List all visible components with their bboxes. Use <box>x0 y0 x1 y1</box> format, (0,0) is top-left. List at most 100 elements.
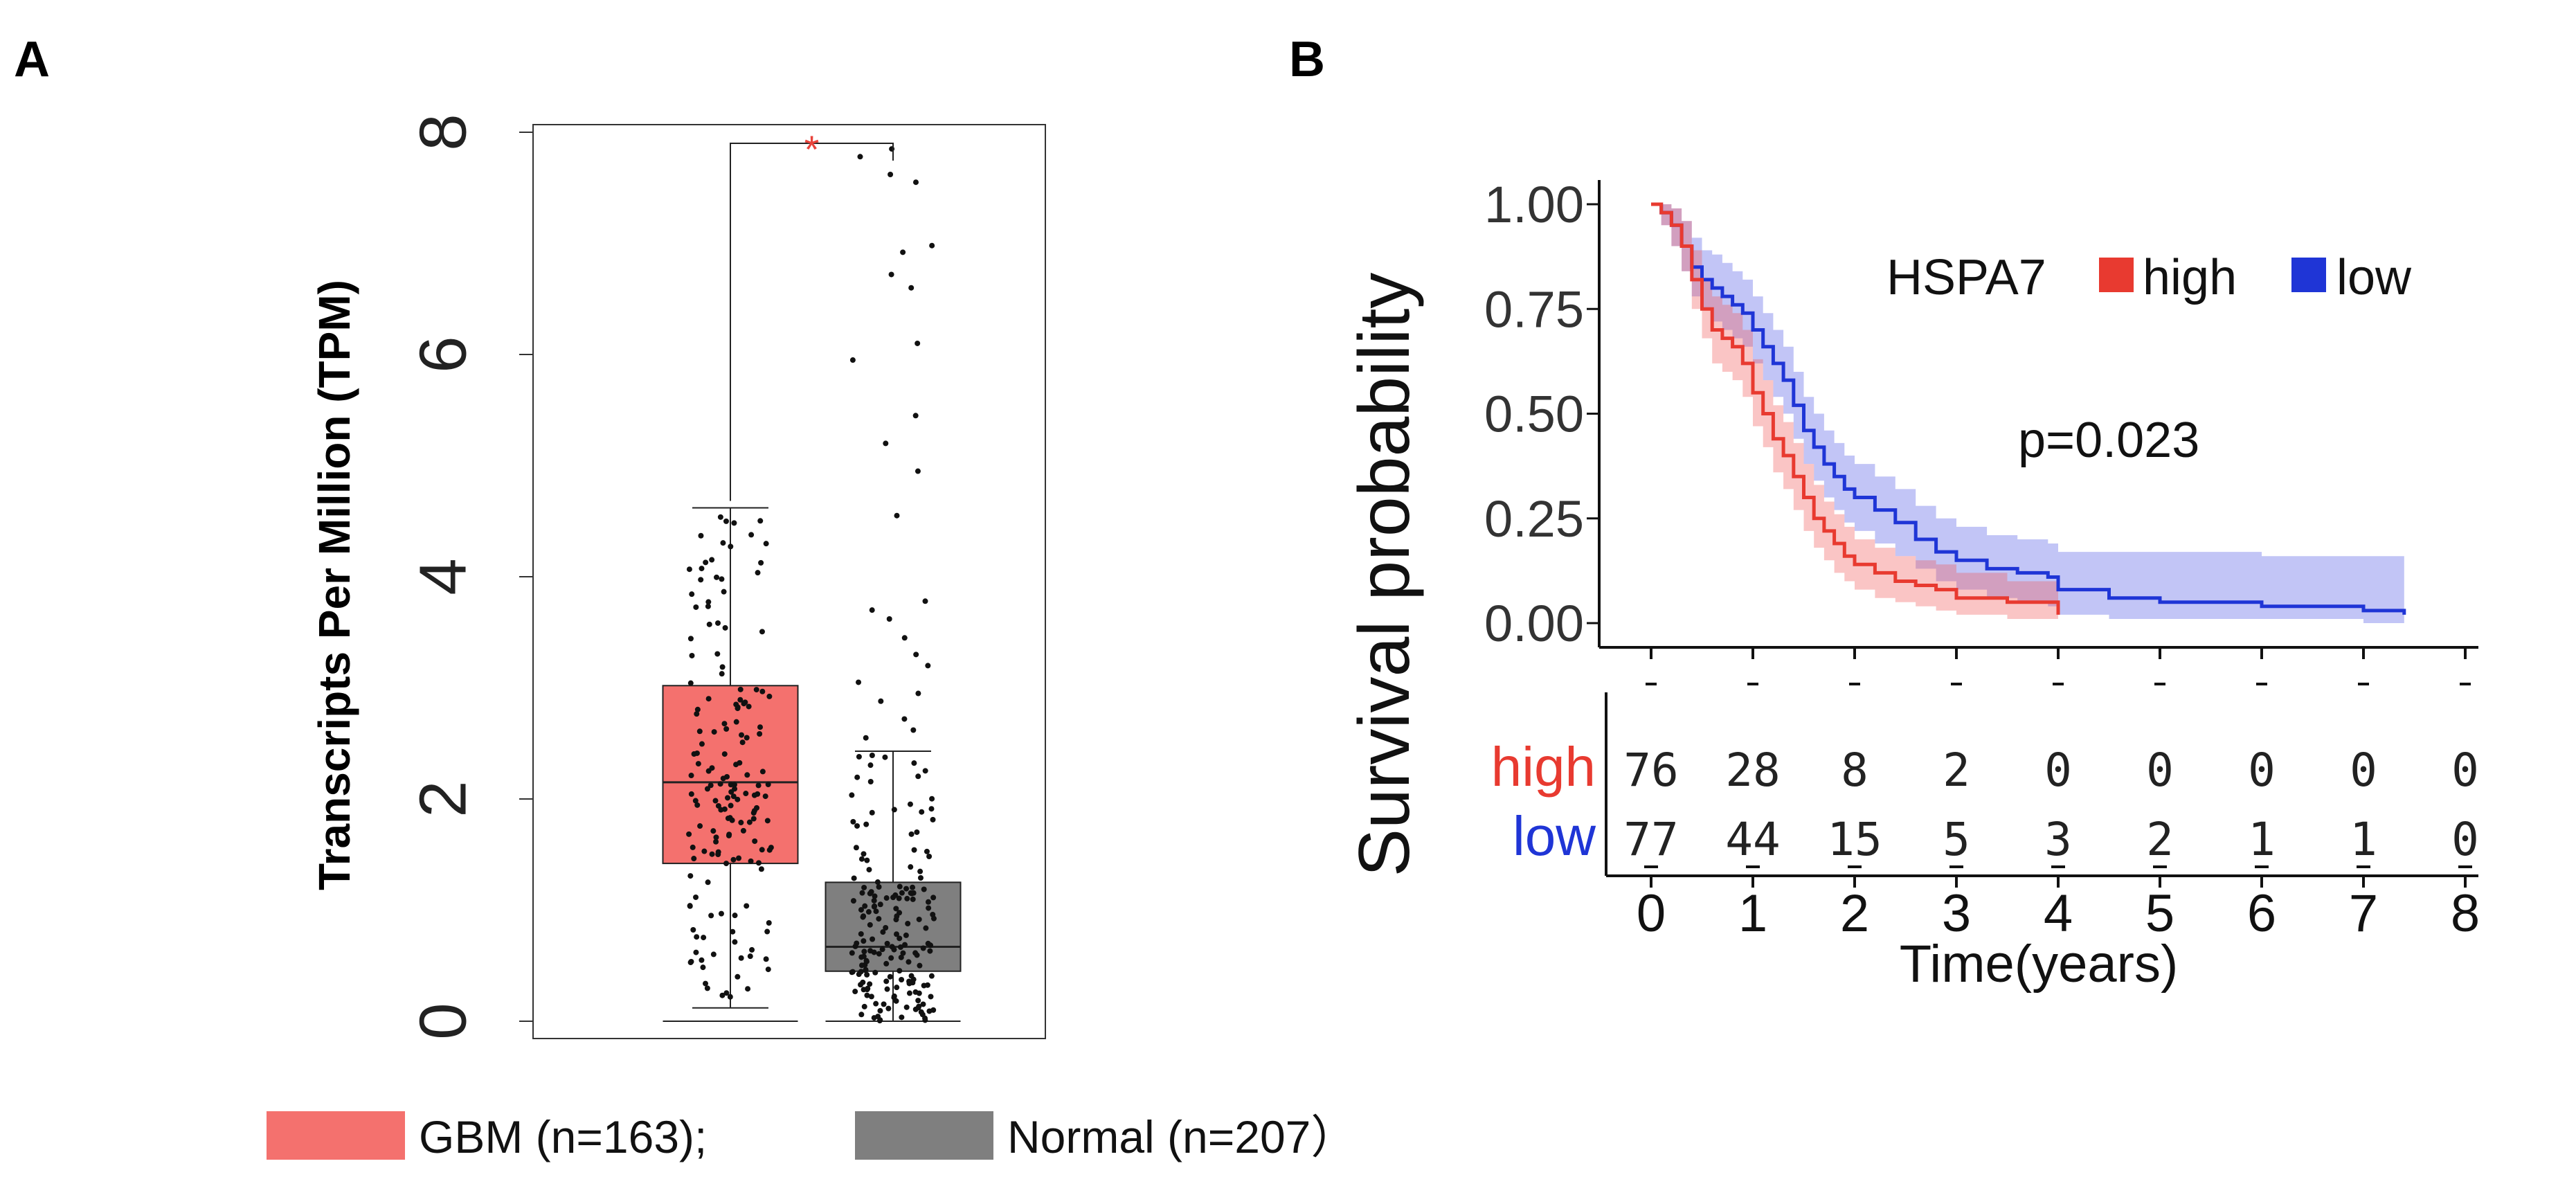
km-legend-swatch-high <box>2099 258 2134 292</box>
data-point-normal <box>873 1000 879 1007</box>
km-legend-title: HSPA7 <box>1886 250 2046 305</box>
legend-swatch-gbm <box>267 1111 405 1160</box>
data-point-normal <box>930 1007 937 1013</box>
data-point-normal <box>852 989 858 995</box>
panel-b-letter: B <box>1289 32 1325 87</box>
data-point-gbm <box>719 671 725 677</box>
data-point-normal <box>923 925 929 931</box>
data-point-gbm <box>719 992 726 998</box>
data-point-normal <box>864 857 870 863</box>
risk-count-high: 0 <box>2451 744 2479 797</box>
data-point-gbm <box>700 964 706 971</box>
data-point-normal <box>873 908 879 915</box>
data-point-gbm <box>695 761 701 767</box>
data-point-gbm <box>748 858 754 864</box>
data-point-gbm <box>689 652 695 658</box>
data-point-gbm <box>765 967 771 973</box>
data-point-gbm <box>759 847 765 853</box>
data-point-normal <box>897 944 903 950</box>
km-panel: Survival probability 1.00 0.75 0.50 0.25 0.0… <box>1344 176 2480 994</box>
data-point-normal <box>872 969 879 976</box>
data-point-gbm <box>746 819 753 825</box>
data-point-normal-outlier <box>849 357 856 363</box>
data-point-gbm <box>725 795 731 801</box>
risk-count-high: 0 <box>2248 744 2276 797</box>
data-point-normal-outlier <box>888 271 894 278</box>
data-point-gbm <box>739 739 746 746</box>
data-point-normal <box>854 823 861 829</box>
data-point-gbm <box>687 903 693 909</box>
data-point-normal-outlier <box>901 716 908 722</box>
data-point-normal <box>858 962 865 969</box>
data-point-normal <box>920 945 926 951</box>
data-point-normal <box>849 969 856 975</box>
data-point-gbm <box>738 820 744 826</box>
data-point-normal <box>877 901 883 908</box>
data-point-gbm <box>743 791 749 797</box>
km-x-tick-label: 0 <box>1637 884 1666 943</box>
data-point-gbm <box>686 831 692 837</box>
data-point-gbm <box>757 518 764 524</box>
data-point-gbm <box>715 620 721 626</box>
data-point-gbm <box>731 520 737 526</box>
data-point-normal <box>870 936 876 942</box>
risk-count-low: 15 <box>1827 813 1882 866</box>
data-point-gbm <box>712 798 719 804</box>
data-point-gbm <box>745 986 751 992</box>
data-point-gbm <box>730 856 737 863</box>
data-point-normal <box>876 916 882 922</box>
data-point-normal <box>867 948 874 954</box>
data-point-normal <box>882 754 888 760</box>
data-point-normal <box>861 1003 867 1009</box>
data-point-gbm <box>717 514 723 520</box>
risk-count-high: 2 <box>1943 744 1970 797</box>
data-point-gbm <box>691 751 697 757</box>
data-point-normal <box>861 851 867 857</box>
km-y-tick-label: 0.50 <box>1484 386 1584 443</box>
km-ylabel: Survival probability <box>1344 273 1425 877</box>
data-point-normal <box>908 973 915 979</box>
risk-count-high: 76 <box>1623 744 1678 797</box>
data-point-normal <box>927 948 933 954</box>
data-point-gbm <box>757 731 763 737</box>
km-x-tick-label: 7 <box>2349 884 2378 943</box>
data-point-gbm <box>759 688 766 694</box>
data-point-gbm <box>737 686 744 692</box>
data-point-normal-outlier <box>883 440 889 447</box>
risk-count-low: 2 <box>2146 813 2174 866</box>
data-point-normal <box>899 976 905 982</box>
data-point-normal <box>867 762 874 769</box>
data-point-normal <box>868 889 874 895</box>
data-point-normal <box>893 917 899 923</box>
box-plot-y-tick-label: 4 <box>406 558 480 595</box>
data-point-normal <box>864 992 870 998</box>
data-point-gbm <box>693 949 699 955</box>
km-y-tick-label: 0.00 <box>1484 595 1584 652</box>
km-x-tick-label: 6 <box>2247 884 2276 943</box>
km-ci-band-low <box>1651 204 2404 623</box>
data-point-gbm <box>699 741 705 747</box>
data-point-normal <box>869 809 875 816</box>
data-point-normal <box>887 973 893 980</box>
box-plot-y-axis: 0 2 4 6 8 <box>406 114 533 1040</box>
data-point-normal <box>860 914 866 920</box>
data-point-normal <box>922 1017 928 1023</box>
data-point-gbm <box>744 772 750 778</box>
data-point-normal <box>849 792 855 798</box>
box-plot-y-tick-label: 2 <box>406 780 480 817</box>
data-point-normal <box>883 925 889 931</box>
data-point-normal <box>904 895 910 901</box>
data-point-gbm <box>694 934 700 940</box>
data-point-normal <box>877 1007 883 1014</box>
data-point-normal <box>910 896 916 902</box>
data-point-gbm <box>755 782 762 789</box>
data-point-gbm <box>748 532 755 538</box>
data-point-gbm <box>723 861 730 867</box>
km-x-tick-label: 4 <box>2044 884 2073 943</box>
data-point-gbm <box>721 721 728 727</box>
data-point-normal <box>891 946 897 953</box>
data-point-normal <box>900 950 906 956</box>
data-point-normal <box>891 807 897 813</box>
km-x-tick-label: 2 <box>1840 884 1869 943</box>
data-point-normal <box>884 986 890 992</box>
